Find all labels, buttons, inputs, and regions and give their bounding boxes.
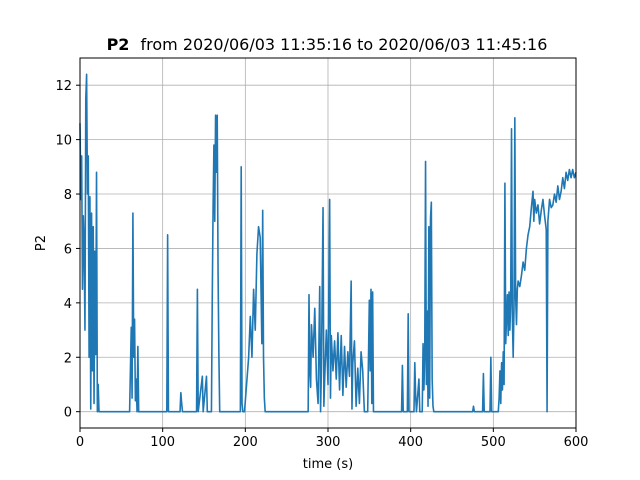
x-tick-label: 300: [316, 435, 341, 450]
x-tick-label: 500: [481, 435, 506, 450]
y-axis-label: P2: [34, 235, 49, 251]
x-tick-label: 0: [76, 435, 84, 450]
y-tick-label: 8: [64, 188, 72, 203]
x-axis-label: time (s): [303, 457, 353, 472]
series-layer: [79, 73, 577, 413]
y-tick-label: 4: [64, 297, 72, 312]
y-tick-label: 12: [55, 79, 72, 94]
x-tick-label: 200: [233, 435, 258, 450]
y-tick-label: 10: [55, 134, 72, 149]
x-tick-label: 400: [398, 435, 423, 450]
chart-title: P2 from 2020/06/03 11:35:16 to 2020/06/0…: [107, 35, 548, 54]
chart-title-rest: from 2020/06/03 11:35:16 to 2020/06/03 1…: [141, 35, 548, 54]
x-tick-label: 100: [150, 435, 175, 450]
y-tick-label: 2: [64, 351, 72, 366]
x-tick-label: 600: [564, 435, 589, 450]
series-line-0: [79, 73, 577, 413]
axis-ticks: 0 100 200 300 400 500 600 0 2 4 6 8 10 12: [55, 79, 588, 450]
y-tick-label: 6: [64, 242, 72, 257]
y-tick-label: 0: [64, 406, 72, 421]
chart-title-bold: P2: [107, 35, 130, 54]
